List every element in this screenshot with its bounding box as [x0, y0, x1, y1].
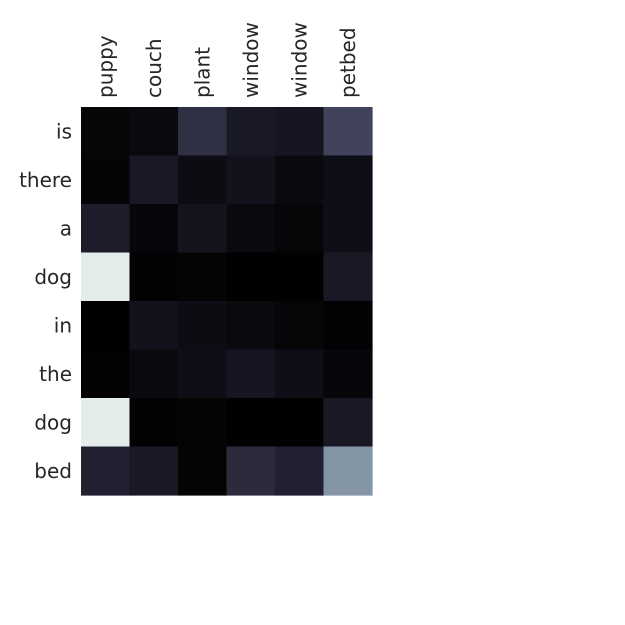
heatmap-cell-r6-c4	[275, 398, 325, 448]
heatmap-cell-r4-c5	[323, 301, 373, 351]
heatmap-cell-r1-c3	[226, 155, 276, 205]
heatmap-cell-r0-c2	[178, 107, 228, 157]
y-tick-label: is	[56, 119, 72, 143]
heatmap-cell-r4-c3	[226, 301, 276, 351]
heatmap-cell-r7-c0	[81, 446, 131, 496]
heatmap-cell-r0-c1	[129, 107, 179, 157]
heatmap-cell-r0-c4	[275, 107, 325, 157]
heatmap-cell-r3-c1	[129, 252, 179, 302]
heatmap-cell-r5-c4	[275, 349, 325, 399]
heatmap-cell-r2-c0	[81, 204, 131, 254]
y-tick-label: dog	[34, 410, 72, 434]
heatmap-cell-r6-c3	[226, 398, 276, 448]
heatmap-cell-r4-c0	[81, 301, 131, 351]
heatmap-cell-r6-c0	[81, 398, 131, 448]
y-tick-label: a	[60, 216, 72, 240]
heatmap-cell-r7-c4	[275, 446, 325, 496]
heatmap-cell-r2-c3	[226, 204, 276, 254]
heatmap-cell-r3-c3	[226, 252, 276, 302]
heatmap-cell-r3-c4	[275, 252, 325, 302]
heatmap-cell-r1-c5	[323, 155, 373, 205]
heatmap-cell-r3-c0	[81, 252, 131, 302]
x-tick-label: window	[239, 22, 263, 98]
heatmap-cell-r2-c4	[275, 204, 325, 254]
heatmap-cell-r2-c5	[323, 204, 373, 254]
heatmap-cell-r7-c1	[129, 446, 179, 496]
heatmap-cell-r5-c3	[226, 349, 276, 399]
heatmap-cell-r4-c1	[129, 301, 179, 351]
heatmap-cell-r2-c2	[178, 204, 228, 254]
y-tick-label: the	[39, 362, 72, 386]
x-tick-label: puppy	[93, 35, 117, 98]
heatmap-cell-r1-c1	[129, 155, 179, 205]
heatmap-cell-r1-c4	[275, 155, 325, 205]
heatmap-cell-r2-c1	[129, 204, 179, 254]
y-tick-labels: is there a dog in the dog bed	[19, 119, 72, 483]
x-tick-label: plant	[190, 47, 214, 98]
heatmap-cell-r0-c3	[226, 107, 276, 157]
y-tick-label: there	[19, 168, 72, 192]
heatmap-cell-r7-c5	[323, 446, 373, 496]
heatmap-cell-r3-c2	[178, 252, 228, 302]
heatmap-cell-r5-c0	[81, 349, 131, 399]
x-tick-label: couch	[142, 38, 166, 98]
heatmap-cell-r3-c5	[323, 252, 373, 302]
heatmap-cell-r4-c2	[178, 301, 228, 351]
x-tick-label: petbed	[336, 27, 360, 98]
heatmap-cell-r0-c0	[81, 107, 131, 157]
y-tick-label: bed	[34, 459, 72, 483]
heatmap-cell-r1-c0	[81, 155, 131, 205]
x-tick-label: window	[287, 22, 311, 98]
y-tick-label: dog	[34, 265, 72, 289]
heatmap-cell-r0-c5	[323, 107, 373, 157]
x-tick-labels: puppy couch plant window window petbed	[93, 22, 360, 98]
heatmap-cell-r1-c2	[178, 155, 228, 205]
heatmap-cell-r7-c2	[178, 446, 228, 496]
heatmap-cell-r5-c5	[323, 349, 373, 399]
heatmap-cell-r5-c2	[178, 349, 228, 399]
heatmap-cell-r5-c1	[129, 349, 179, 399]
heatmap-cell-r6-c5	[323, 398, 373, 448]
y-tick-label: in	[54, 313, 72, 337]
heatmap-cell-r6-c2	[178, 398, 228, 448]
heatmap-cells	[81, 107, 373, 496]
heatmap-cell-r4-c4	[275, 301, 325, 351]
heatmap-cell-r6-c1	[129, 398, 179, 448]
heatmap-cell-r7-c3	[226, 446, 276, 496]
